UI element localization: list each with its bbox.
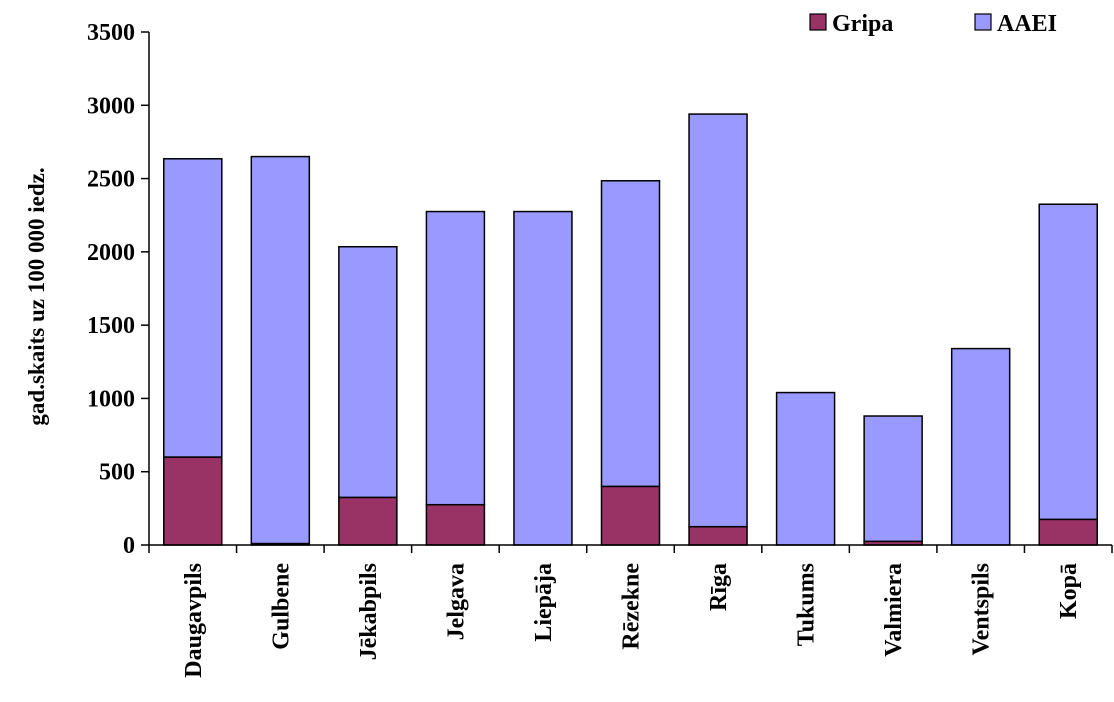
bar-aaei-2 [338, 245, 398, 499]
legend: Gripa AAEI [809, 11, 1057, 37]
y-tick-label: 0 [123, 533, 135, 559]
legend-label-gripa: Gripa [832, 11, 893, 37]
bar-gripa-5 [600, 485, 661, 546]
y-tick-label: 500 [99, 460, 135, 486]
bar-gripa-3 [425, 503, 486, 546]
bar-aaei-7 [775, 391, 836, 546]
bar-gripa-6 [688, 525, 748, 546]
bar-aaei-0 [163, 158, 223, 458]
y-tick-label: 3500 [87, 20, 135, 46]
bar-aaei-5 [600, 180, 661, 488]
legend-swatch-gripa [809, 13, 827, 31]
bar-aaei-1 [250, 155, 311, 545]
legend-label-aaei: AAEI [997, 11, 1057, 37]
y-tick-label: 2000 [87, 240, 135, 266]
x-category-label: Valmiera [881, 563, 907, 657]
bar-aaei-8 [863, 415, 923, 543]
x-category-label: Liepāja [531, 563, 557, 642]
y-tick-label: 3000 [87, 93, 135, 119]
bar-aaei-3 [425, 210, 486, 506]
y-tick-label: 2500 [87, 167, 135, 193]
bar-aaei-6 [688, 113, 748, 528]
x-category-label: Ventspils [969, 563, 995, 655]
x-category-label: Daugavpils [181, 563, 207, 678]
x-category-labels: Daugavpils Gulbene Jēkabpils Jelgava Liepāja… [181, 563, 1082, 678]
bar-aaei-4 [513, 210, 573, 546]
bars-group [163, 113, 1098, 546]
bar-gripa-0 [163, 456, 223, 546]
y-tick-labels: 0 500 1000 1500 2000 2500 3000 3500 [87, 20, 135, 559]
y-axis-label: gad.skaits uz 100 000 iedz. [24, 167, 49, 425]
legend-swatch-aaei [974, 13, 992, 31]
x-category-label: Rīga [706, 563, 732, 611]
x-category-label: Jēkabpils [356, 563, 382, 660]
x-category-label: Kopā [1056, 563, 1082, 619]
x-category-label: Gulbene [268, 563, 294, 650]
bar-gripa-2 [338, 496, 398, 546]
y-tick-label: 1000 [87, 386, 135, 412]
x-category-label: Jelgava [443, 563, 469, 640]
x-category-label: Rēzekne [619, 563, 645, 650]
bar-gripa-10 [1038, 518, 1098, 546]
x-category-label: Tukums [794, 563, 820, 646]
axes-group [141, 31, 1113, 553]
bar-aaei-10 [1038, 203, 1098, 521]
bar-aaei-9 [950, 347, 1011, 546]
y-tick-label: 1500 [87, 313, 135, 339]
